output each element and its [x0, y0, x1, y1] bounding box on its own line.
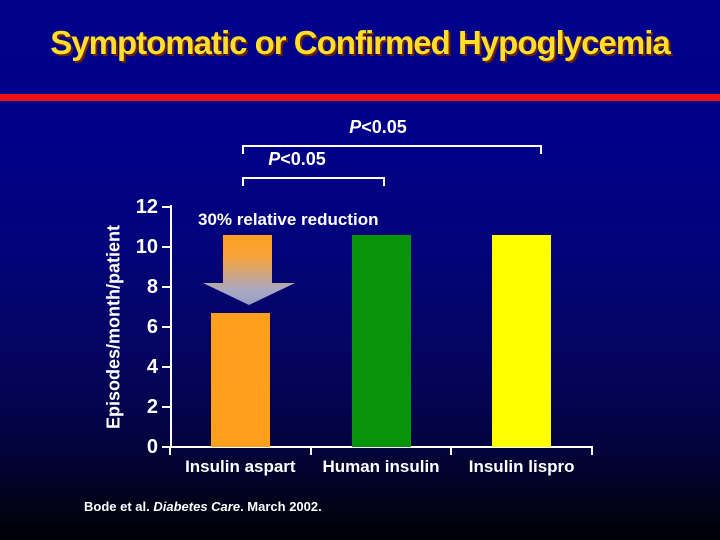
- x-category-label: Human insulin: [322, 457, 440, 476]
- p-value-italic-p: P: [349, 117, 362, 137]
- citation: Bode et al. Diabetes Care. March 2002.: [84, 499, 322, 514]
- x-category-label: Insulin aspart: [185, 457, 296, 476]
- bar-insulin-lispro: [492, 235, 552, 447]
- y-tick-label: 8: [146, 276, 158, 298]
- x-tick: [169, 448, 171, 455]
- y-tick: [162, 326, 170, 328]
- y-tick-label: 2: [146, 396, 158, 418]
- x-tick: [450, 448, 453, 455]
- y-tick-label: 10: [135, 236, 158, 258]
- p-value-rest: <0.05: [361, 117, 407, 137]
- citation-prefix: Bode et al.: [84, 499, 154, 514]
- y-tick-label: 6: [146, 316, 158, 338]
- slide-title: Symptomatic or Confirmed Hypoglycemia: [50, 24, 670, 61]
- y-tick-label: 0: [146, 436, 158, 458]
- significance-bracket-inner: [242, 177, 385, 186]
- citation-suffix: . March 2002.: [240, 499, 322, 514]
- bar-human-insulin: [351, 235, 411, 447]
- x-tick: [591, 448, 593, 455]
- x-axis-line: [169, 446, 593, 448]
- x-tick: [309, 448, 312, 455]
- y-tick: [162, 406, 170, 408]
- p-value-label-outer: P<0.05: [278, 117, 478, 137]
- y-tick: [162, 446, 170, 448]
- p-value-label-inner: P<0.05: [197, 149, 397, 169]
- x-category-label: Insulin lispro: [468, 457, 575, 476]
- down-arrow-icon: [203, 235, 295, 305]
- y-tick-label: 12: [135, 196, 158, 218]
- y-axis-line: [170, 205, 172, 448]
- y-tick: [162, 366, 170, 368]
- y-tick: [162, 286, 170, 288]
- y-tick: [162, 246, 170, 248]
- p-value-rest: <0.05: [280, 149, 326, 169]
- title-divider-line: [0, 94, 720, 101]
- citation-journal: Diabetes Care: [153, 499, 241, 514]
- reduction-annotation: 30% relative reduction: [198, 210, 379, 229]
- bar-insulin-aspart: [210, 313, 270, 447]
- p-value-italic-p: P: [268, 149, 281, 169]
- y-tick: [162, 206, 170, 208]
- significance-bracket-outer: [242, 145, 542, 154]
- y-tick-label: 4: [146, 356, 158, 378]
